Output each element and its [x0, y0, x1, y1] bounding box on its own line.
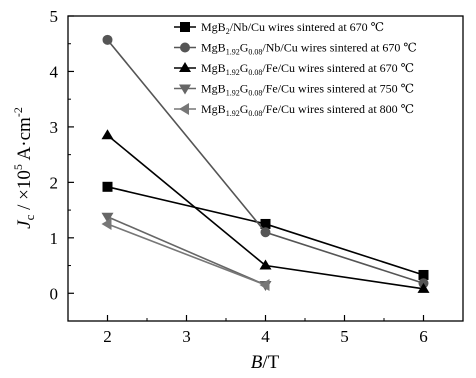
data-point-1-0	[102, 34, 113, 45]
data-point-3-0	[101, 212, 114, 223]
data-point-0-0	[102, 181, 113, 192]
y-tick-label-1: 1	[50, 229, 59, 248]
x-tick-label-3: 5	[340, 327, 349, 346]
legend-label-2: MgB1.92G0.08/Fe/Cu wires sintered at 670…	[201, 61, 414, 77]
legend-label-3: MgB1.92G0.08/Fe/Cu wires sintered at 750…	[201, 82, 414, 98]
x-axis-title: B/T	[251, 352, 280, 373]
legend-marker-3	[179, 84, 191, 95]
y-tick-label-5: 5	[50, 7, 59, 26]
series-layer	[101, 34, 430, 293]
y-tick-label-2: 2	[50, 173, 59, 192]
data-point-1-1	[260, 227, 271, 238]
legend-marker-0	[180, 22, 190, 32]
y-tick-label-0: 0	[50, 284, 59, 303]
series-0	[102, 181, 429, 280]
x-tick-label-2: 4	[261, 327, 270, 346]
series-3	[101, 212, 272, 291]
legend-label-0: MgB2/Nb/Cu wires sintered at 670 ℃	[201, 20, 384, 36]
data-point-2-0	[101, 129, 114, 140]
legend-label-1: MgB1.92G0.08/Nb/Cu wires sintered at 670…	[201, 41, 417, 57]
legend-marker-4	[179, 103, 189, 115]
series-1	[102, 34, 429, 289]
y-tick-label-3: 3	[50, 118, 59, 137]
series-line-4	[107, 223, 266, 286]
data-point-4-1	[259, 278, 270, 291]
series-line-1	[106, 39, 424, 285]
data-point-4-0	[101, 217, 112, 230]
x-tick-label-1: 3	[182, 327, 191, 346]
series-2	[101, 129, 430, 293]
data-point-2-1	[259, 259, 272, 270]
legend-label-4: MgB1.92G0.08/Fe/Cu wires sintered at 800…	[201, 102, 414, 118]
series-4	[101, 217, 270, 291]
axis-ticks: 2 3 4 5 6 0 1 2 3 4 5	[50, 7, 428, 346]
data-point-2-2	[417, 282, 430, 293]
data-point-0-1	[260, 218, 271, 229]
legend-marker-1	[180, 42, 190, 53]
data-point-0-2	[418, 269, 429, 280]
series-line-3	[107, 216, 266, 286]
x-tick-label-0: 2	[103, 327, 112, 346]
legend: MgB2/Nb/Cu wires sintered at 670 ℃ MgB1.9…	[174, 20, 417, 118]
x-tick-label-4: 6	[419, 327, 428, 346]
legend-marker-2	[179, 62, 191, 72]
y-tick-label-4: 4	[50, 62, 59, 81]
y-axis-title: Jc / ×105 A·cm-2	[11, 107, 37, 229]
